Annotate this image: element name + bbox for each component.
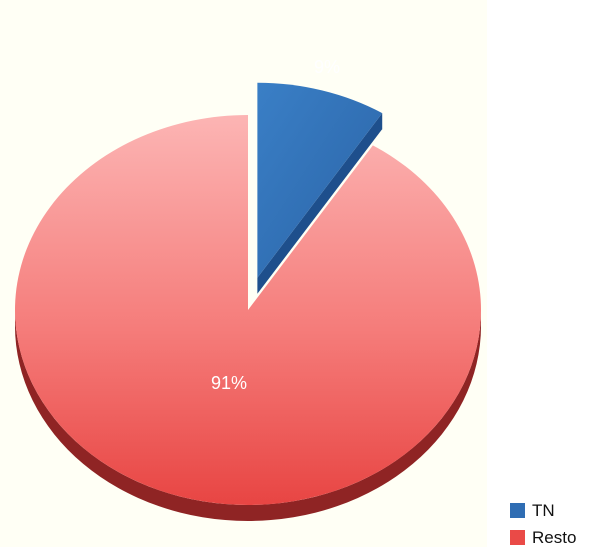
pie-slice-wall-tn <box>257 113 383 294</box>
slice-label-resto: 91% <box>211 373 247 393</box>
pie-slice-tn <box>257 82 383 278</box>
legend-swatch-tn <box>510 503 525 518</box>
legend: TN Resto <box>510 497 576 551</box>
slice-label-tn: 9% <box>314 57 340 77</box>
legend-label-resto: Resto <box>532 527 577 547</box>
legend-label-tn: TN <box>532 500 555 520</box>
legend-item-tn: TN <box>510 497 576 524</box>
legend-swatch-resto <box>510 530 525 545</box>
pie-slices <box>15 82 482 521</box>
pie-slice-resto <box>15 115 482 505</box>
legend-item-resto: Resto <box>510 524 576 551</box>
